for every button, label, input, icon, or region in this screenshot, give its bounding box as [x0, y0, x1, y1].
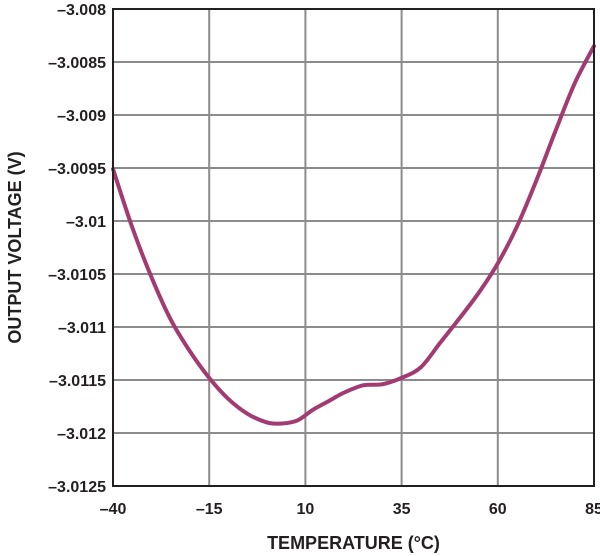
chart-grid — [113, 9, 594, 486]
plot-frame — [112, 8, 595, 487]
y-tick-label: –3.0105 — [48, 267, 106, 284]
y-tick-labels: –3.008 –3.0085 –3.009 –3.0095 –3.01 –3.0105 –3… — [48, 2, 106, 496]
y-axis-label: OUTPUT VOLTAGE (V) — [5, 151, 25, 343]
x-tick-label: 60 — [489, 501, 507, 518]
y-tick-label: –3.012 — [57, 426, 106, 443]
series-line — [111, 44, 596, 426]
x-tick-label: –15 — [196, 501, 223, 518]
y-tick-label: –3.0115 — [49, 373, 106, 390]
y-tick-label: –3.009 — [57, 108, 106, 125]
x-tick-label: 85 — [585, 501, 600, 518]
x-tick-label: –40 — [100, 501, 127, 518]
y-tick-label: –3.0125 — [48, 479, 106, 496]
x-tick-labels: –40 –15 10 35 60 85 — [100, 501, 600, 518]
y-tick-label: –3.0085 — [48, 55, 106, 72]
x-tick-label: 10 — [297, 501, 315, 518]
y-tick-label: –3.01 — [66, 214, 106, 231]
y-tick-label: –3.011 — [58, 320, 106, 337]
x-axis-label: TEMPERATURE (°C) — [267, 533, 440, 553]
y-tick-label: –3.0095 — [48, 161, 106, 178]
x-tick-label: 35 — [393, 501, 411, 518]
y-tick-label: –3.008 — [57, 2, 106, 19]
